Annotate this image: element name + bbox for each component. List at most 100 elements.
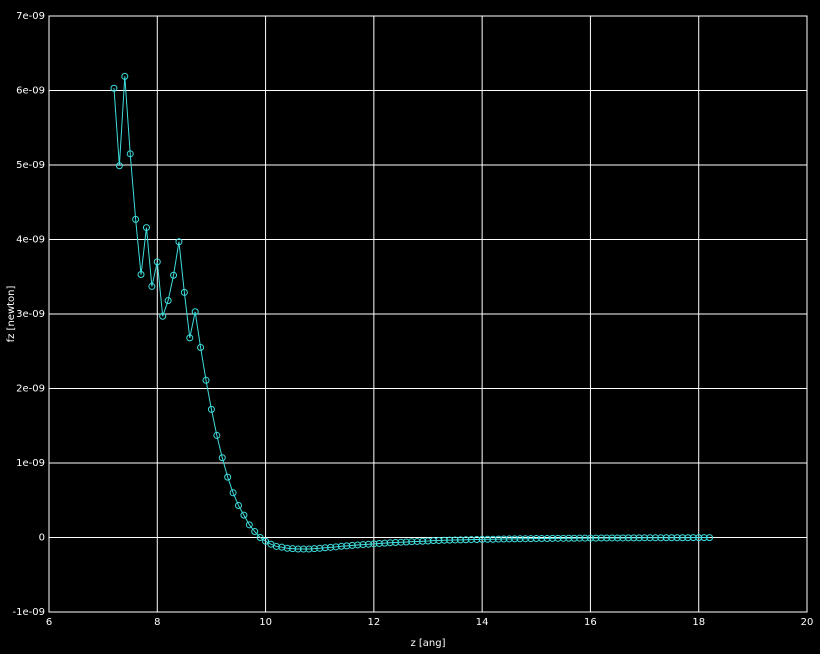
data-point <box>424 537 432 545</box>
data-point <box>332 543 340 551</box>
data-point <box>235 501 242 509</box>
data-point <box>343 542 351 550</box>
data-point <box>484 535 492 543</box>
data-point <box>316 544 324 552</box>
data-point <box>581 534 589 542</box>
data-point <box>435 536 443 544</box>
y-tick-label: 1e-09 <box>16 458 45 469</box>
data-point <box>321 544 329 552</box>
data-line <box>113 76 710 550</box>
data-point <box>364 540 372 548</box>
data-point <box>159 312 167 320</box>
data-point <box>392 538 400 546</box>
data-point <box>635 534 643 542</box>
data-point <box>419 537 427 545</box>
data-point <box>337 542 345 550</box>
data-point <box>630 534 638 542</box>
x-tick-label: 16 <box>584 617 597 628</box>
data-point <box>646 534 654 542</box>
data-point <box>706 534 714 542</box>
data-point <box>191 308 199 316</box>
data-point <box>137 271 145 279</box>
data-point <box>110 84 118 92</box>
data-point <box>662 534 670 542</box>
data-point <box>538 535 546 543</box>
data-point <box>262 537 270 545</box>
x-tick-label: 12 <box>367 617 380 628</box>
data-point <box>608 534 616 542</box>
data-point <box>327 543 335 551</box>
x-tick-label: 8 <box>154 617 160 628</box>
y-tick-label: 6e-09 <box>16 86 45 97</box>
data-point <box>511 535 519 543</box>
data-point <box>197 344 205 352</box>
data-point <box>256 534 264 541</box>
data-point <box>576 534 584 542</box>
data-point <box>370 540 378 548</box>
data-point <box>397 538 405 546</box>
data-point <box>408 538 416 546</box>
data-point <box>478 535 486 543</box>
data-point <box>348 541 356 549</box>
y-axis-label: fz [newton] <box>6 286 17 343</box>
data-point <box>695 534 703 542</box>
data-point <box>148 282 156 290</box>
data-point <box>164 297 172 305</box>
data-point <box>202 376 210 384</box>
data-point <box>614 534 621 542</box>
data-point <box>402 538 410 546</box>
data-point <box>294 545 302 553</box>
data-point <box>527 535 535 543</box>
data-point <box>489 535 497 543</box>
data-point <box>170 271 178 279</box>
data-point <box>153 258 161 266</box>
data-point <box>456 536 464 544</box>
data-point <box>283 544 291 552</box>
data-point <box>126 150 134 158</box>
data-point <box>570 534 578 542</box>
data-point <box>375 539 383 547</box>
x-tick-label: 18 <box>692 617 705 628</box>
data-point <box>305 545 313 553</box>
data-point <box>115 162 123 170</box>
data-point <box>354 541 362 549</box>
data-point <box>668 534 676 542</box>
data-point <box>299 545 307 553</box>
data-point <box>381 539 389 547</box>
y-tick-label: 7e-09 <box>16 11 45 22</box>
data-point <box>549 534 557 542</box>
data-point <box>689 534 697 542</box>
data-point <box>543 534 551 542</box>
data-point <box>224 473 232 481</box>
y-tick-label: -1e-09 <box>13 607 45 618</box>
data-point <box>678 534 686 542</box>
data-point <box>142 224 150 232</box>
data-point <box>473 536 481 544</box>
data-point <box>310 545 318 553</box>
y-tick-label: 0 <box>39 533 45 544</box>
data-point <box>700 534 708 542</box>
data-point <box>180 288 188 296</box>
data-point <box>500 535 508 543</box>
data-point <box>532 535 540 543</box>
data-point <box>559 534 567 542</box>
data-point <box>240 511 248 519</box>
data-point <box>597 534 605 542</box>
data-point <box>565 534 573 542</box>
data-point <box>624 534 632 542</box>
data-point <box>218 454 226 462</box>
data-point <box>213 431 221 439</box>
data-point <box>673 534 681 542</box>
data-point <box>175 238 183 246</box>
data-point <box>446 536 454 544</box>
data-point <box>641 534 649 542</box>
data-point <box>505 535 513 543</box>
data-point <box>245 521 253 529</box>
data-point <box>657 534 665 542</box>
x-tick-label: 20 <box>801 617 814 628</box>
data-point <box>516 535 524 543</box>
x-tick-label: 14 <box>476 617 489 628</box>
x-tick-label: 6 <box>46 617 52 628</box>
